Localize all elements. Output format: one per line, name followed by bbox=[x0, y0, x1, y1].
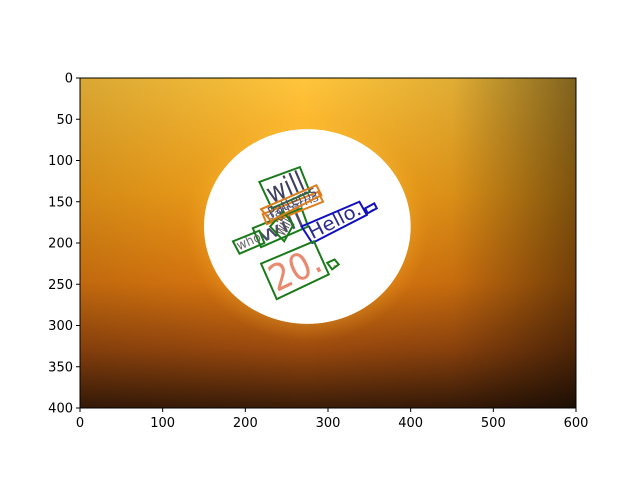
annotation-box bbox=[259, 240, 331, 301]
y-tick-label: 100 bbox=[48, 154, 73, 169]
x-tick-label: 300 bbox=[316, 416, 341, 431]
annotation-box bbox=[325, 258, 341, 271]
y-tick-label: 0 bbox=[65, 72, 73, 87]
x-tick-label: 400 bbox=[398, 416, 423, 431]
x-tick-label: 0 bbox=[76, 416, 84, 431]
y-tick-label: 400 bbox=[48, 402, 73, 417]
annotation-text: . bbox=[327, 258, 338, 270]
annotation-box bbox=[258, 165, 312, 210]
x-tick-label: 100 bbox=[150, 416, 175, 431]
y-tick-label: 250 bbox=[48, 278, 73, 293]
annotation-box bbox=[363, 202, 379, 215]
y-tick-label: 300 bbox=[48, 319, 73, 334]
text-annotation: . bbox=[363, 202, 379, 215]
annotation-box bbox=[259, 183, 323, 222]
annotation-box bbox=[231, 229, 266, 256]
x-axis: 0 100 200 300 400 500 600 bbox=[76, 408, 589, 431]
annotation-box bbox=[300, 200, 369, 245]
y-tick-label: 50 bbox=[56, 113, 73, 128]
x-tick-label: 200 bbox=[233, 416, 258, 431]
y-axis: 0 50 100 150 200 250 300 350 400 bbox=[48, 72, 80, 417]
y-tick-label: 350 bbox=[48, 360, 73, 375]
text-annotation: . bbox=[325, 258, 341, 271]
annotation-box bbox=[261, 190, 325, 226]
x-tick-label: 600 bbox=[564, 416, 589, 431]
y-tick-label: 200 bbox=[48, 237, 73, 252]
y-tick-label: 150 bbox=[48, 195, 73, 210]
x-tick-label: 500 bbox=[481, 416, 506, 431]
